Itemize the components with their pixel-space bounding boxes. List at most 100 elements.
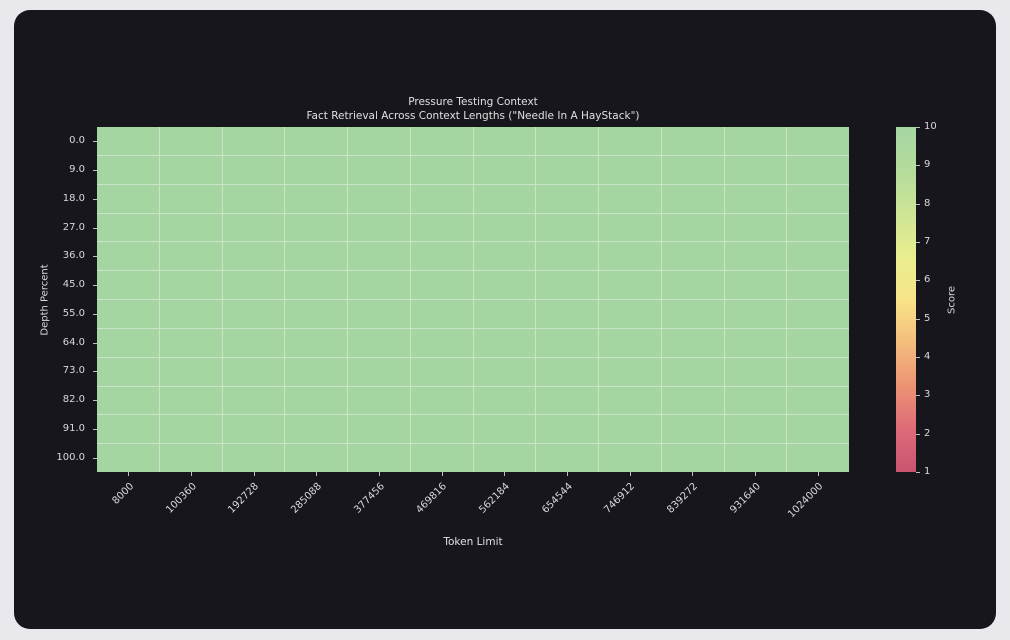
heatmap-cell [473, 213, 536, 242]
colorbar-tick-mark [916, 357, 920, 358]
heatmap-cell [661, 328, 724, 357]
colorbar-tick-label: 10 [924, 121, 937, 132]
heatmap-cell [222, 242, 285, 271]
colorbar-tick-mark [916, 203, 920, 205]
heatmap-cell [285, 242, 347, 271]
heatmap-cell [724, 242, 787, 271]
x-tick-mark [504, 472, 506, 476]
heatmap-cell [536, 386, 598, 415]
y-tick-label: 64.0 [62, 336, 85, 348]
heatmap-cell [410, 386, 473, 415]
heatmap-cell [724, 184, 787, 213]
heatmap-cell [159, 415, 222, 444]
heatmap-cell [285, 444, 347, 472]
heatmap-cell [222, 213, 285, 242]
heatmap-cell [536, 357, 598, 386]
heatmap-cell [222, 184, 285, 213]
heatmap-cell [348, 184, 410, 213]
heatmap-cell [661, 444, 724, 472]
heatmap-cell [599, 415, 661, 444]
heatmap-cell [410, 328, 473, 357]
colorbar-tick-label: 9 [924, 159, 931, 171]
heatmap-cell [97, 357, 159, 386]
x-tick-label: 469816 [414, 481, 450, 516]
chart-title-block: Pressure Testing Context Fact Retrieval … [97, 95, 849, 123]
y-tick-mark [93, 457, 97, 459]
y-tick-label: 45.0 [62, 279, 85, 291]
heatmap-cell [473, 127, 536, 155]
y-tick-mark [93, 428, 97, 430]
colorbar-tick-label: 7 [924, 236, 931, 247]
x-tick-label: 100360 [163, 481, 199, 516]
heatmap-cell [724, 155, 787, 184]
x-tick-label: 285088 [289, 481, 325, 516]
heatmap-cell [222, 444, 285, 472]
heatmap-cell [787, 213, 849, 242]
x-tick-label: 8000 [110, 481, 137, 507]
heatmap-cell [787, 300, 849, 328]
x-tick-mark [379, 472, 380, 476]
heatmap-cell [787, 357, 849, 386]
heatmap-cell [222, 300, 285, 328]
colorbar-tick-label: 2 [924, 427, 931, 439]
heatmap-cell [410, 415, 473, 444]
heatmap-cell [536, 444, 598, 472]
y-tick-label: 18.0 [62, 192, 85, 204]
heatmap-cell [724, 271, 787, 299]
x-tick-label: 931640 [727, 481, 763, 516]
colorbar-tick-label: 5 [924, 312, 931, 324]
chart-subtitle: Fact Retrieval Across Context Lengths ("… [306, 110, 640, 122]
heatmap-cell [473, 271, 536, 299]
heatmap-cell [410, 127, 473, 155]
heatmap-cell [536, 127, 598, 155]
heatmap-cell [97, 328, 159, 357]
heatmap-cell [159, 155, 222, 184]
x-tick-label: 839272 [665, 481, 701, 516]
y-tick-label: 73.0 [62, 365, 85, 377]
heatmap-cell [599, 127, 661, 155]
heatmap-cell [536, 213, 598, 242]
heatmap-cell [473, 357, 536, 386]
heatmap-cell [787, 127, 849, 155]
colorbar-tick-mark [916, 280, 920, 282]
colorbar-tick-label: 6 [924, 274, 931, 286]
heatmap-cell [159, 300, 222, 328]
heatmap-cell [410, 271, 473, 299]
heatmap-cell [536, 155, 598, 184]
heatmap-cell [159, 271, 222, 299]
heatmap-cell [348, 242, 410, 271]
y-tick-mark [93, 227, 97, 229]
heatmap-cell [473, 415, 536, 444]
y-tick-mark [93, 313, 97, 315]
heatmap-cell [410, 213, 473, 242]
x-axis-ticks: 8000 100360 192728 285088 377456 469816 562184… [97, 472, 849, 542]
heatmap-cell [661, 155, 724, 184]
heatmap-cell [348, 271, 410, 299]
heatmap-cell [473, 386, 536, 415]
heatmap-cell [661, 242, 724, 271]
heatmap-cell [724, 127, 787, 155]
heatmap-cell [787, 184, 849, 213]
heatmap-cell [97, 300, 159, 328]
heatmap-cell [536, 184, 598, 213]
heatmap-cell [473, 242, 536, 271]
heatmap-cell [285, 155, 347, 184]
heatmap-cell [222, 328, 285, 357]
heatmap-cell [285, 357, 347, 386]
heatmap-cell [97, 415, 159, 444]
heatmap-cell [285, 184, 347, 213]
heatmap-cell [348, 415, 410, 444]
chart-panel: Pressure Testing Context Fact Retrieval … [14, 10, 996, 629]
y-tick-label: 82.0 [62, 394, 85, 406]
heatmap-cell [473, 300, 536, 328]
heatmap-cell [787, 271, 849, 299]
heatmap-cell [599, 155, 661, 184]
heatmap-cell [410, 242, 473, 271]
heatmap-cell [536, 271, 598, 299]
heatmap-cell [661, 415, 724, 444]
heatmap-cell [285, 300, 347, 328]
heatmap-cell [599, 242, 661, 271]
heatmap-cell [724, 300, 787, 328]
colorbar-tick-mark [916, 318, 920, 320]
x-tick-label: 192728 [226, 481, 262, 516]
